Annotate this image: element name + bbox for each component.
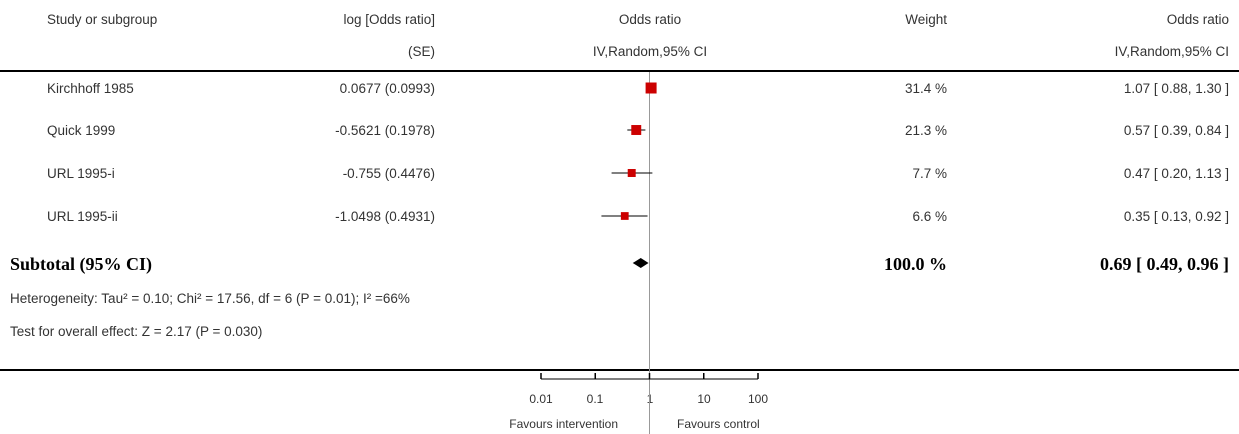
tick-label: 0.1 [586, 392, 604, 406]
study-point-estimate [620, 212, 629, 220]
favours-left-label: Favours intervention [509, 417, 618, 431]
study-name: Kirchhoff 1985 [47, 81, 134, 96]
weight: 6.6 % [912, 209, 947, 224]
footer-rule [0, 369, 1239, 371]
header-odds-ratio-method: IV,Random,95% CI [592, 44, 708, 59]
logor-se: -0.5621 (0.1978) [335, 123, 435, 138]
study-point-estimate [631, 125, 642, 135]
heterogeneity-text: Heterogeneity: Tau² = 0.10; Chi² = 17.56… [10, 291, 410, 306]
x-axis-ticks [540, 373, 759, 379]
logor-se: -0.755 (0.4476) [342, 166, 435, 181]
logor-se: -1.0498 (0.4931) [335, 209, 435, 224]
header-logor: log [Odds ratio] [343, 12, 435, 27]
logor-se: 0.0677 (0.0993) [339, 81, 435, 96]
pooled-diamond [632, 258, 649, 268]
odds-ratio-ci: 0.57 [ 0.39, 0.84 ] [1123, 123, 1229, 138]
header-logor-se: (SE) [408, 44, 435, 59]
study-point-estimate [627, 169, 636, 177]
favours-right-label: Favours control [677, 417, 760, 431]
header-study: Study or subgroup [47, 12, 158, 27]
weight: 7.7 % [912, 166, 947, 181]
subtotal-label: Subtotal (95% CI) [10, 254, 153, 274]
header-odds-ratio-right-method: IV,Random,95% CI [1114, 44, 1229, 59]
header-odds-ratio-right: Odds ratio [1166, 12, 1229, 27]
study-name: URL 1995-ii [47, 209, 118, 224]
odds-ratio-ci: 1.07 [ 0.88, 1.30 ] [1123, 81, 1229, 96]
study-point-estimate [645, 82, 657, 94]
study-name: Quick 1999 [47, 123, 116, 138]
tick-label: 10 [697, 392, 711, 406]
header-odds-ratio: Odds ratio [618, 12, 682, 27]
tick-label: 100 [747, 392, 769, 406]
overall-effect-text: Test for overall effect: Z = 2.17 (P = 0… [10, 324, 263, 339]
odds-ratio-ci: 0.35 [ 0.13, 0.92 ] [1123, 209, 1229, 224]
subtotal-weight: 100.0 % [884, 254, 947, 274]
header-rule [0, 70, 1239, 72]
study-name: URL 1995-i [47, 166, 115, 181]
weight: 31.4 % [904, 81, 947, 96]
header-weight: Weight [905, 12, 947, 27]
odds-ratio-ci: 0.47 [ 0.20, 1.13 ] [1123, 166, 1229, 181]
tick-label: 0.01 [529, 392, 553, 406]
subtotal-ci: 0.69 [ 0.49, 0.96 ] [1100, 254, 1229, 274]
study-markers [601, 82, 657, 220]
weight: 21.3 % [904, 123, 947, 138]
